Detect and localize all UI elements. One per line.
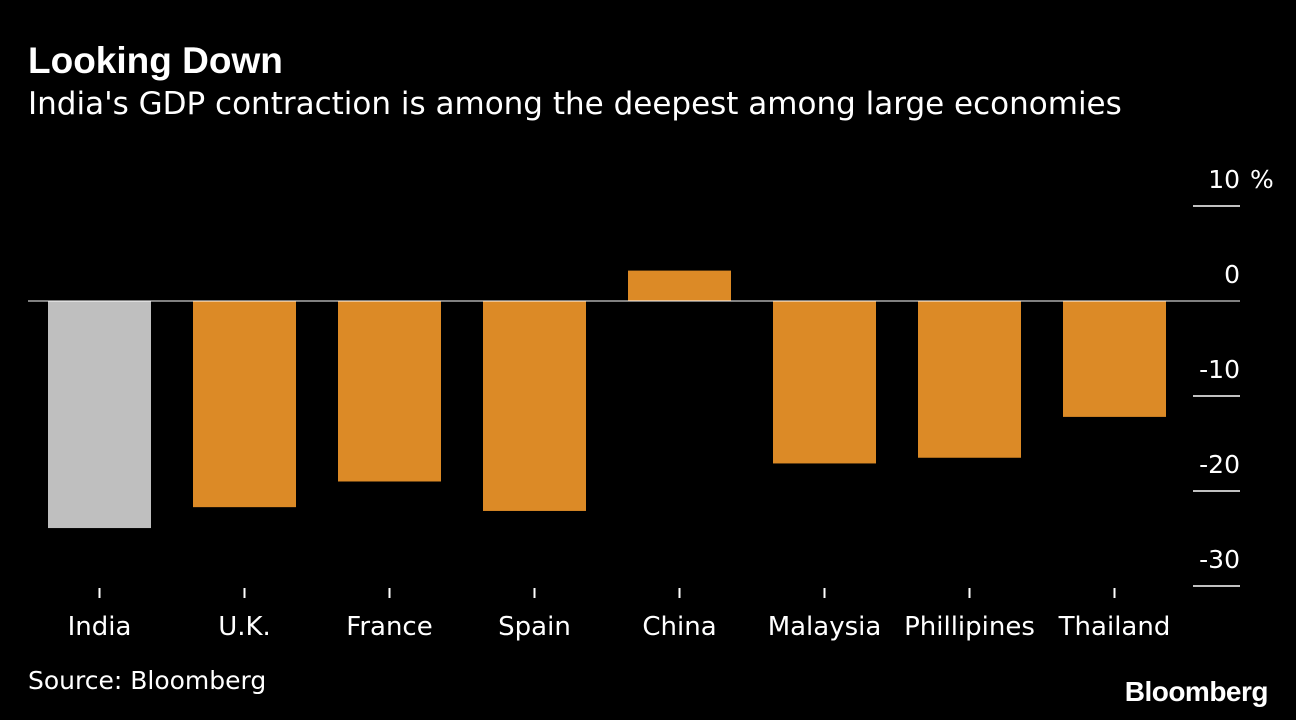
x-label-china: China [642, 612, 716, 642]
x-label-thailand: Thailand [1058, 612, 1171, 642]
x-label-phillipines: Phillipines [904, 612, 1035, 642]
source-note: Source: Bloomberg [28, 666, 267, 695]
x-label-malaysia: Malaysia [768, 612, 882, 642]
y-label-minus-30: -30 [1199, 545, 1240, 574]
bar-spain [483, 301, 586, 511]
bar-india [48, 301, 151, 529]
x-label-india: India [68, 612, 132, 642]
chart-subtitle: India's GDP contraction is among the dee… [28, 86, 1122, 122]
bloomberg-logo: Bloomberg [1124, 676, 1269, 707]
y-label-minus-10: -10 [1199, 355, 1240, 384]
y-label-minus-20: -20 [1199, 450, 1240, 479]
x-label-spain: Spain [498, 612, 571, 642]
bar-uk [193, 301, 296, 508]
x-label-france: France [346, 612, 432, 642]
y-unit-label: % [1250, 165, 1274, 194]
y-label-10: 10 [1208, 165, 1240, 194]
bar-phillipines [918, 301, 1021, 458]
bar-thailand [1063, 301, 1166, 417]
bar-malaysia [773, 301, 876, 464]
chart-title: Looking Down [28, 40, 283, 81]
x-label-uk: U.K. [218, 612, 271, 642]
bar-france [338, 301, 441, 482]
bar-china [628, 270, 731, 301]
y-label-0: 0 [1224, 260, 1240, 289]
